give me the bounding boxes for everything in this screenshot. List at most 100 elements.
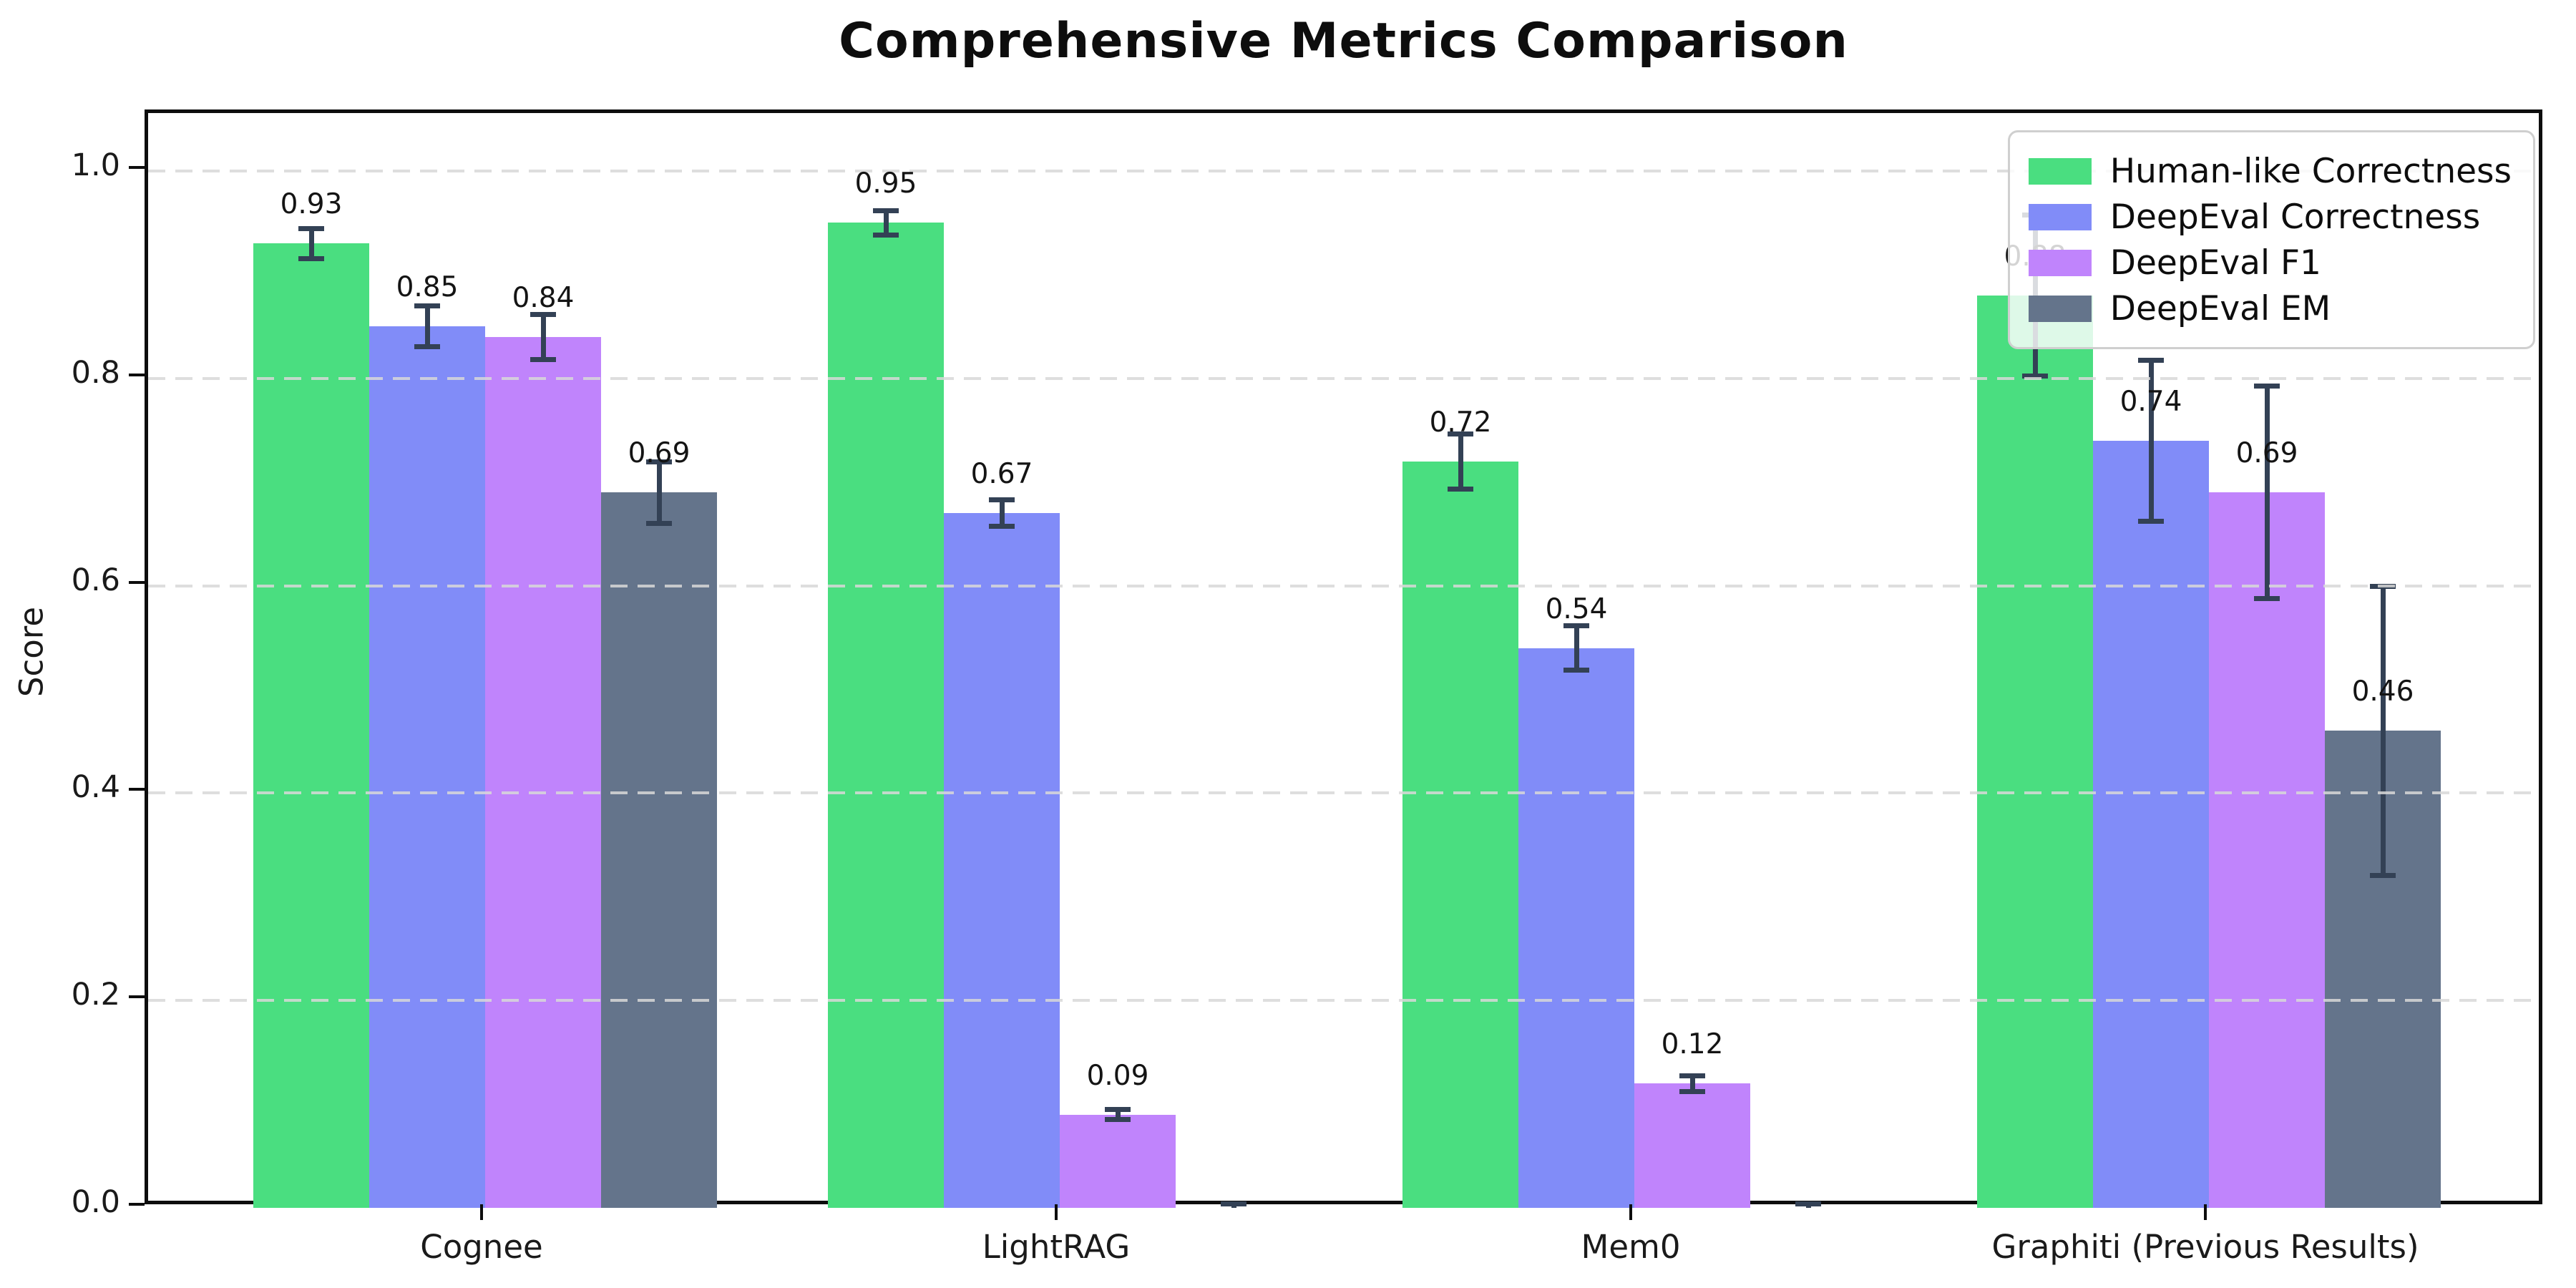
x-tick	[1055, 1204, 1058, 1220]
error-bar-cap-bottom	[2370, 873, 2396, 879]
bar-2-0	[485, 336, 601, 1208]
error-bar	[540, 313, 546, 360]
value-label: 0.67	[970, 458, 1033, 491]
value-label: 0.95	[854, 167, 917, 200]
error-bar-cap-top	[646, 459, 672, 464]
y-axis-label: Score	[12, 606, 51, 698]
value-label: 0.54	[1545, 592, 1608, 625]
error-bar-cap-top	[1448, 431, 1473, 436]
legend-swatch	[2028, 203, 2092, 230]
value-label: 0.09	[1086, 1059, 1149, 1092]
legend-label: Human-like Correctness	[2109, 151, 2512, 191]
value-label: 0.85	[396, 271, 459, 304]
x-tick-label-1: LightRAG	[982, 1228, 1131, 1266]
error-bar-cap-top	[298, 225, 324, 231]
bar-0-1	[828, 223, 944, 1208]
bar-1-2	[1518, 648, 1634, 1208]
bar-2-1	[1060, 1114, 1176, 1208]
error-bar-cap-top	[2370, 583, 2396, 589]
y-tick-label: 0.2	[71, 977, 120, 1013]
error-bar-cap-bottom	[2254, 596, 2280, 602]
legend-item: DeepEval Correctness	[2028, 194, 2512, 240]
bar-1-1	[944, 513, 1060, 1208]
legend-item: DeepEval F1	[2028, 240, 2512, 286]
error-bar-cap-bottom	[873, 232, 899, 238]
y-tick-label: 0.6	[71, 562, 120, 598]
bar-3-0	[601, 492, 717, 1208]
value-label: 0.72	[1429, 406, 1492, 439]
error-bar	[308, 228, 314, 260]
value-label: 0.93	[280, 188, 343, 221]
bar-1-0	[369, 326, 485, 1208]
value-label: 0.84	[512, 281, 575, 314]
x-tick	[2204, 1204, 2207, 1220]
error-bar-cap-top	[1795, 1201, 1821, 1207]
bar-0-2	[1402, 461, 1518, 1208]
error-bar-cap-bottom	[2022, 373, 2048, 379]
legend-item: DeepEval EM	[2028, 286, 2512, 331]
bar-0-0	[253, 243, 369, 1208]
value-label: 0.74	[2119, 385, 2182, 418]
error-bar-cap-top	[1105, 1107, 1131, 1113]
error-bar	[1458, 433, 1463, 489]
error-bar-cap-top	[1679, 1073, 1705, 1078]
y-tick	[129, 788, 145, 791]
x-tick-label-0: Cognee	[420, 1228, 543, 1266]
legend-label: DeepEval EM	[2109, 288, 2331, 328]
error-bar-cap-top	[414, 303, 440, 309]
y-tick-label: 0.8	[71, 354, 120, 391]
error-bar	[883, 210, 889, 235]
error-bar-cap-bottom	[414, 344, 440, 350]
value-label: 0.69	[2235, 437, 2298, 470]
legend-swatch	[2028, 295, 2092, 322]
error-bar-cap-top	[989, 497, 1015, 503]
error-bar-cap-top	[1563, 623, 1589, 628]
error-bar	[2264, 385, 2270, 600]
bar-2-3	[2209, 492, 2325, 1208]
x-tick	[1629, 1204, 1632, 1220]
error-bar-cap-top	[530, 311, 556, 317]
y-tick	[129, 166, 145, 169]
y-tick	[129, 1203, 145, 1206]
chart-title: Comprehensive Metrics Comparison	[839, 13, 1848, 69]
bar-0-3	[1977, 295, 2093, 1208]
error-bar-cap-bottom	[646, 520, 672, 526]
error-bar	[1574, 625, 1579, 671]
bar-1-3	[2093, 440, 2209, 1208]
error-bar-cap-bottom	[1679, 1088, 1705, 1094]
x-tick	[480, 1204, 483, 1220]
legend-swatch	[2028, 249, 2092, 276]
error-bar-cap-bottom	[1448, 486, 1473, 492]
bar-2-2	[1634, 1083, 1750, 1208]
y-tick	[129, 580, 145, 584]
legend-label: DeepEval F1	[2109, 243, 2321, 283]
error-bar-cap-bottom	[530, 356, 556, 362]
y-tick	[129, 373, 145, 376]
error-bar-cap-top	[2254, 383, 2280, 389]
error-bar	[1689, 1075, 1695, 1092]
error-bar-cap-bottom	[2138, 518, 2164, 524]
error-bar-cap-top	[873, 208, 899, 214]
x-tick-label-2: Mem0	[1581, 1228, 1681, 1266]
legend-label: DeepEval Correctness	[2109, 197, 2481, 237]
value-label: 0.46	[2351, 675, 2414, 708]
y-tick	[129, 995, 145, 999]
error-bar-cap-top	[1221, 1201, 1246, 1207]
error-bar	[656, 461, 662, 524]
y-tick-label: 0.0	[71, 1184, 120, 1220]
value-label: 0.69	[628, 437, 691, 470]
error-bar	[424, 306, 430, 348]
error-bar-cap-bottom	[298, 256, 324, 262]
legend-item: Human-like Correctness	[2028, 148, 2512, 194]
legend: Human-like Correctness DeepEval Correctne…	[2007, 130, 2535, 349]
value-label: 0.12	[1661, 1028, 1724, 1061]
y-tick-label: 0.4	[71, 769, 120, 806]
x-tick-label-3: Graphiti (Previous Results)	[1991, 1228, 2419, 1266]
error-bar-cap-top	[2138, 357, 2164, 363]
y-tick-label: 1.0	[71, 147, 120, 183]
legend-swatch	[2028, 157, 2092, 185]
error-bar-cap-bottom	[1563, 668, 1589, 673]
error-bar	[1115, 1109, 1121, 1120]
error-bar-cap-bottom	[989, 524, 1015, 529]
